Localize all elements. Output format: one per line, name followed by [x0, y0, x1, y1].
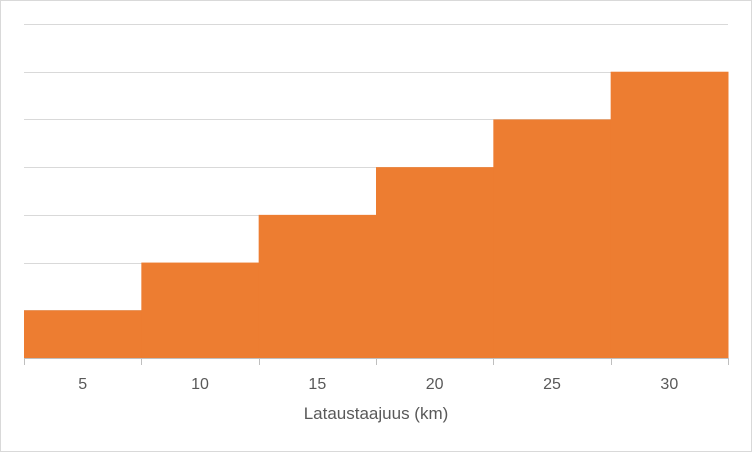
x-tick-label: 25	[543, 376, 561, 393]
bar-25	[493, 119, 612, 358]
x-tick-labels: 5 10 15 20 25 30	[78, 376, 678, 393]
bar-10	[141, 262, 260, 358]
bar-15	[258, 214, 377, 358]
bars	[24, 71, 729, 358]
x-tick-label: 15	[308, 376, 326, 393]
x-tick-label: 5	[78, 376, 87, 393]
x-axis-title: Lataustaajuus (km)	[304, 404, 449, 423]
x-tick-label: 30	[660, 376, 678, 393]
bar-5	[24, 310, 142, 358]
x-tick-label: 10	[191, 376, 209, 393]
x-tick-label: 20	[426, 376, 444, 393]
x-axis	[24, 358, 729, 365]
bar-20	[376, 167, 494, 358]
bar-30	[610, 71, 729, 358]
